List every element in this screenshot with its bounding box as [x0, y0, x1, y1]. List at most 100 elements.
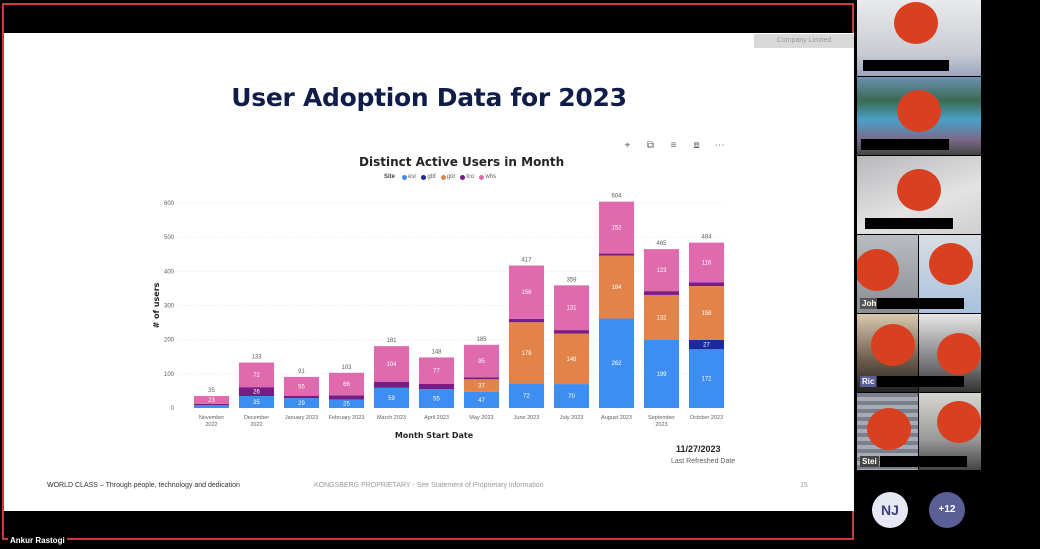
participant-tile[interactable] — [857, 0, 981, 76]
bar-segment-whs — [553, 285, 590, 331]
bar-segment-tco — [688, 282, 725, 287]
data-label: 184 — [611, 285, 622, 291]
presenter-name: Ankur Rastogi — [8, 536, 67, 545]
x-tick-label: September — [648, 415, 675, 421]
data-label: 55 — [433, 397, 440, 403]
visual-toolbar: ⌖ ⧉ ≡ ⧈ ⋯ — [621, 139, 726, 152]
legend-item-whs[interactable]: whs — [479, 174, 496, 180]
bar-segment-tco — [238, 387, 275, 397]
redacted-name-bar — [919, 456, 967, 467]
data-label: 55 — [298, 384, 305, 390]
chart-title: Distinct Active Users in Month — [359, 155, 565, 169]
total-label: 35 — [208, 388, 215, 394]
bar-segment-whs — [238, 362, 275, 388]
x-tick-label: June 2023 — [514, 415, 540, 421]
redacted-name-bar — [919, 298, 964, 309]
participant-gallery: Joh Ric Stei — [857, 0, 981, 470]
y-tick-label: 200 — [164, 338, 175, 344]
x-tick-label: October 2023 — [690, 415, 723, 421]
data-label: 262 — [611, 361, 622, 367]
bar-segment-whs — [508, 265, 545, 319]
data-label: 27 — [703, 343, 710, 349]
redacted-face — [937, 333, 981, 375]
redacted-face — [929, 243, 973, 285]
bar-segment-tco — [418, 383, 455, 390]
legend-item-tco[interactable]: tco — [460, 174, 474, 180]
legend-item-gor[interactable]: gor — [440, 174, 455, 180]
data-label: 66 — [343, 382, 350, 388]
bar-segment-gor — [463, 379, 500, 392]
legend-marker — [460, 174, 466, 180]
legend-marker — [421, 174, 427, 180]
bar-segment-esr — [283, 398, 320, 408]
data-label: 25 — [343, 402, 350, 408]
bar-segment-whs — [643, 249, 680, 292]
total-label: 604 — [611, 194, 622, 200]
bar-segment-esr — [328, 399, 365, 408]
x-tick-label: November — [199, 415, 225, 421]
redacted-face — [897, 90, 941, 132]
redacted-name-bar — [863, 60, 949, 71]
participant-tile[interactable]: Stei — [857, 393, 918, 470]
footer-proprietary: KONGSBERG PROPRIETARY - See Statement of… — [314, 482, 544, 489]
total-label: 103 — [341, 365, 352, 371]
participant-tile[interactable] — [919, 235, 981, 313]
chart-legend: Site esr gbf gor tco whs — [384, 174, 496, 180]
bar-segment-esr — [643, 340, 680, 408]
bar-segment-esr — [598, 318, 635, 408]
data-label: 47 — [478, 398, 485, 404]
data-label: 148 — [566, 357, 577, 363]
legend-item-gbf[interactable]: gbf — [421, 174, 436, 180]
bar-segment-gor — [598, 255, 635, 319]
participant-tile[interactable] — [919, 393, 981, 470]
participant-tile[interactable] — [919, 314, 981, 392]
redacted-name-bar — [861, 139, 949, 150]
data-label: 179 — [521, 351, 532, 357]
redacted-face — [867, 408, 911, 450]
participant-tile[interactable]: Joh — [857, 235, 918, 313]
bar-segment-whs — [463, 344, 500, 378]
data-label: 132 — [656, 315, 667, 321]
redacted-name-bar — [877, 376, 918, 387]
participant-tile[interactable]: Ric — [857, 314, 918, 392]
participant-tile[interactable] — [857, 77, 981, 155]
stacked-bar-chart: 0 100 200 300 400 500 600 # of users 23 35 Novembe… — [152, 194, 725, 440]
filter-icon[interactable]: ≡ — [670, 140, 677, 151]
y-tick-label: 500 — [164, 235, 175, 241]
data-label: 59 — [388, 396, 395, 402]
y-tick-label: 100 — [164, 372, 175, 378]
x-axis-title: Month Start Date — [395, 431, 474, 440]
redacted-name-bar — [877, 298, 918, 309]
bar-segment-esr — [553, 384, 590, 408]
bar-segment-tco — [598, 253, 635, 256]
data-label: 199 — [656, 372, 667, 378]
total-label: 181 — [386, 338, 397, 344]
bar-segment-esr — [193, 405, 230, 408]
bar-segment-tco — [508, 318, 545, 323]
bar-segment-tco — [463, 377, 500, 380]
x-tick-label: 2022 — [250, 422, 262, 428]
x-tick-label: April 2023 — [424, 415, 449, 421]
total-label: 148 — [431, 349, 442, 355]
bar-segment-tco — [283, 395, 320, 399]
bar-segment-whs — [598, 201, 635, 254]
bar-segment-esr — [238, 396, 275, 408]
total-label: 465 — [656, 241, 667, 247]
bar-segment-esr — [373, 387, 410, 408]
bar-segment-gbf — [688, 340, 725, 350]
y-tick-label: 600 — [164, 201, 175, 207]
participant-tile[interactable] — [857, 156, 981, 234]
legend-item-esr[interactable]: esr — [402, 174, 416, 180]
y-tick-label: 300 — [164, 304, 175, 310]
focus-mode-icon[interactable]: ⧈ — [693, 140, 700, 151]
data-label: 72 — [523, 394, 530, 400]
copy-icon[interactable]: ⧉ — [646, 140, 655, 151]
x-tick-label: March 2023 — [377, 415, 406, 421]
more-participants-button[interactable]: +12 — [929, 492, 965, 528]
bar-segment-esr — [463, 391, 500, 408]
pin-icon[interactable]: ⌖ — [624, 140, 631, 151]
data-label: 29 — [298, 401, 305, 407]
participant-avatar[interactable]: NJ — [872, 492, 908, 528]
more-options-icon[interactable]: ⋯ — [714, 140, 725, 151]
bar-segment-gor — [508, 322, 545, 384]
